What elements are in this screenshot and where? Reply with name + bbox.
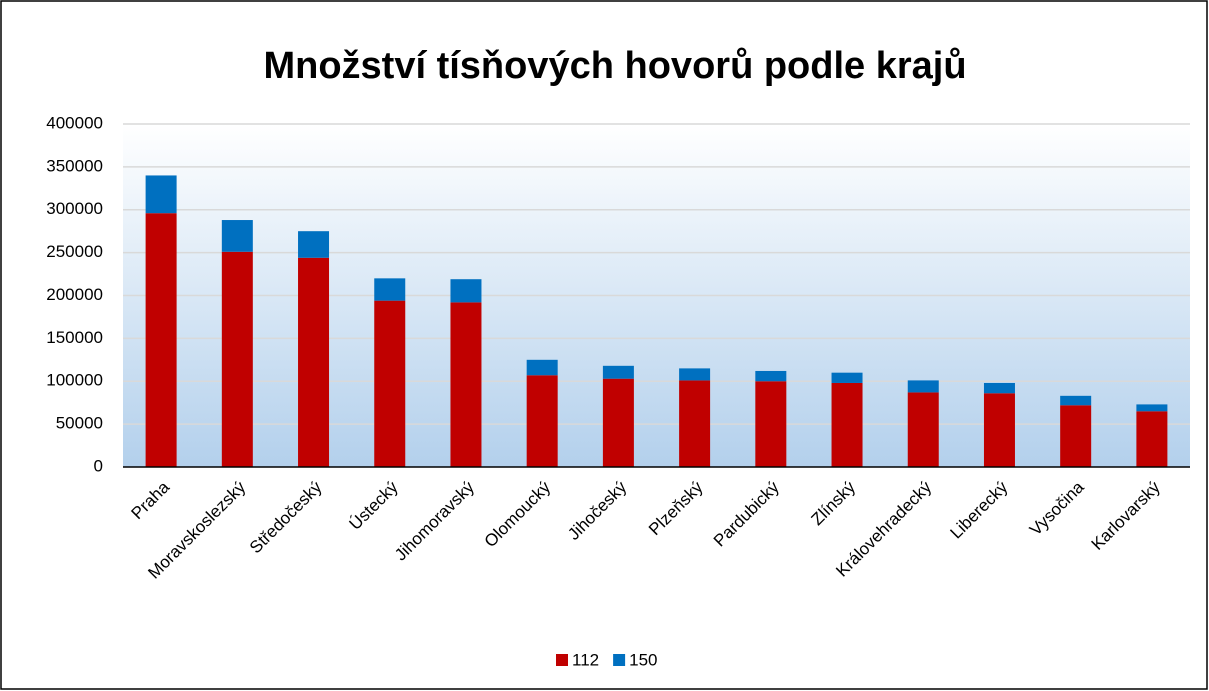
bar-segment — [526, 359, 558, 376]
bar-segment — [221, 251, 253, 467]
bar-segment — [526, 375, 558, 467]
legend-swatch — [613, 654, 626, 666]
y-tick-label: 100000 — [46, 371, 103, 390]
y-tick-label: 400000 — [46, 113, 103, 132]
y-tick-label: 0 — [94, 456, 103, 475]
bar-segment — [298, 257, 330, 467]
bar-segment — [755, 381, 787, 467]
bar-segment — [602, 365, 634, 379]
bar-segment — [907, 380, 939, 393]
y-tick-label: 350000 — [46, 156, 103, 175]
bar-segment — [145, 213, 177, 467]
legend-label: 112 — [572, 650, 599, 669]
bar-segment — [679, 380, 711, 467]
bar-segment — [983, 393, 1015, 467]
bar-segment — [602, 378, 634, 467]
bar-segment — [1136, 404, 1168, 412]
chart-title: Množství tísňových hovorů podle krajů — [263, 45, 966, 87]
bar-segment — [831, 372, 863, 383]
bar-segment — [1060, 405, 1092, 467]
legend-swatch — [556, 654, 568, 666]
bar-segment — [221, 220, 253, 252]
y-tick-label: 300000 — [46, 199, 103, 218]
bar-segment — [374, 278, 406, 301]
y-tick-label: 250000 — [46, 242, 103, 261]
bar-segment — [1136, 411, 1168, 467]
y-tick-label: 150000 — [46, 328, 103, 347]
bar-segment — [831, 382, 863, 467]
bar-segment — [1060, 395, 1092, 406]
legend-label: 150 — [629, 650, 657, 669]
bar-segment — [755, 370, 787, 382]
bar-segment — [145, 175, 177, 214]
bar-segment — [983, 382, 1015, 394]
bar-segment — [679, 368, 711, 381]
bar-segment — [450, 279, 482, 303]
bar-segment — [298, 231, 330, 258]
y-tick-label: 200000 — [46, 285, 103, 304]
bar-segment — [907, 392, 939, 467]
bar-segment — [374, 300, 406, 467]
bar-segment — [450, 302, 482, 467]
y-tick-label: 50000 — [56, 414, 103, 433]
